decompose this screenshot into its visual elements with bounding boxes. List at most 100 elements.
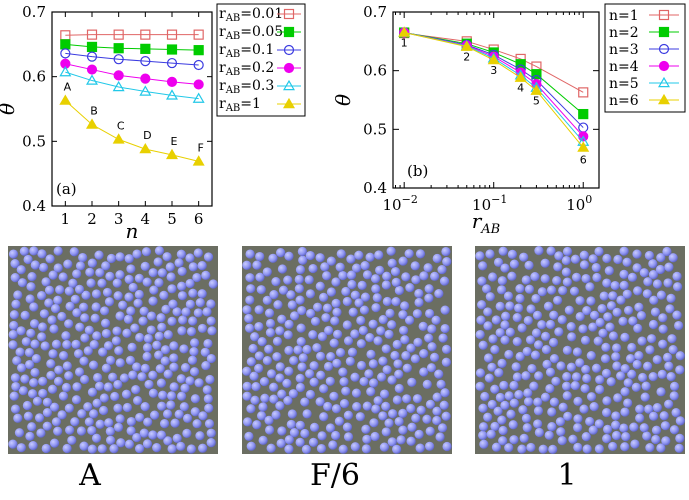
- particle: [658, 339, 668, 349]
- panel-a-chart: 1234560.40.50.60.7nθ(a)ABCDEFrAB=0.01rAB…: [0, 3, 306, 243]
- particle: [271, 410, 281, 420]
- panel-a-ytick-label: 0.7: [22, 3, 46, 21]
- particle: [562, 277, 572, 287]
- particle: [476, 315, 486, 325]
- panel-b-xtick-label: 100: [566, 193, 592, 214]
- particle: [29, 246, 39, 256]
- snapshot-caption-a: A: [79, 458, 101, 493]
- particle: [612, 307, 622, 317]
- particle: [343, 410, 354, 420]
- particle: [604, 266, 614, 276]
- particle: [147, 311, 157, 321]
- particle: [641, 381, 651, 391]
- particle: [258, 402, 268, 412]
- particle: [343, 432, 354, 442]
- particle: [256, 411, 267, 421]
- particle: [562, 391, 572, 401]
- particle: [177, 391, 187, 401]
- particle: [549, 354, 560, 364]
- particle: [521, 413, 532, 423]
- particle: [58, 391, 69, 401]
- particle: [393, 359, 403, 369]
- particle: [548, 337, 559, 348]
- particle: [24, 347, 35, 358]
- particle: [515, 351, 525, 362]
- particle: [29, 302, 39, 312]
- particle: [390, 267, 401, 277]
- particle: [526, 304, 536, 314]
- particle: [148, 268, 158, 278]
- particle: [257, 336, 267, 347]
- particle: [556, 427, 566, 437]
- panel-a-data-point: [59, 94, 72, 105]
- particle: [91, 302, 101, 312]
- particle: [294, 284, 304, 294]
- particle: [116, 438, 126, 448]
- particle: [113, 291, 123, 301]
- particle: [42, 421, 52, 431]
- particle: [101, 328, 112, 339]
- particle: [441, 344, 452, 354]
- particle: [639, 268, 649, 278]
- particle: [310, 316, 321, 327]
- particle: [203, 338, 213, 349]
- particle: [53, 426, 63, 436]
- particle: [664, 262, 674, 272]
- particle: [394, 383, 404, 394]
- particle: [13, 290, 23, 300]
- particle: [369, 418, 379, 428]
- particle: [571, 372, 582, 382]
- particle: [612, 343, 622, 353]
- panel-a-data-point: [166, 89, 178, 100]
- particle: [663, 278, 673, 288]
- particle: [649, 411, 659, 421]
- particle: [272, 336, 283, 346]
- panel-a-data-point: [86, 41, 98, 53]
- particle: [392, 339, 402, 350]
- particle: [398, 408, 408, 418]
- particle: [602, 434, 612, 444]
- particle: [405, 283, 415, 293]
- particle: [644, 250, 655, 261]
- particle: [671, 407, 681, 418]
- particle: [400, 335, 410, 345]
- panel-b-data-point: [577, 141, 590, 152]
- particle: [97, 278, 107, 288]
- panel-a-xtick-label: 1: [61, 210, 71, 228]
- particle: [252, 260, 262, 270]
- particle: [531, 328, 542, 338]
- particle: [356, 339, 366, 349]
- particle: [346, 270, 357, 280]
- particle: [589, 310, 600, 320]
- particle: [346, 254, 356, 264]
- particle: [275, 373, 285, 383]
- particle: [98, 347, 108, 357]
- particle: [514, 390, 524, 400]
- particle: [36, 428, 46, 438]
- particle: [256, 285, 266, 295]
- particle: [62, 340, 72, 350]
- particle: [180, 363, 191, 373]
- particle: [99, 405, 109, 416]
- particle: [621, 432, 631, 442]
- particle: [490, 384, 500, 394]
- particle: [669, 381, 680, 391]
- particle: [478, 430, 488, 440]
- particle: [283, 275, 293, 285]
- particle: [394, 416, 404, 427]
- particle: [265, 328, 276, 338]
- particle: [123, 314, 134, 324]
- particle: [545, 383, 555, 394]
- particle: [579, 404, 589, 414]
- particle: [434, 288, 444, 299]
- particle: [255, 272, 265, 282]
- panel-a-legend-entry: rAB=0.3: [219, 78, 274, 96]
- particle: [424, 333, 434, 343]
- particle: [562, 371, 572, 382]
- particle: [161, 304, 171, 315]
- panel-a-label: (a): [56, 180, 77, 198]
- particle: [495, 301, 505, 312]
- particle: [156, 430, 167, 440]
- particle: [564, 305, 574, 315]
- snapshot-1: [475, 246, 685, 454]
